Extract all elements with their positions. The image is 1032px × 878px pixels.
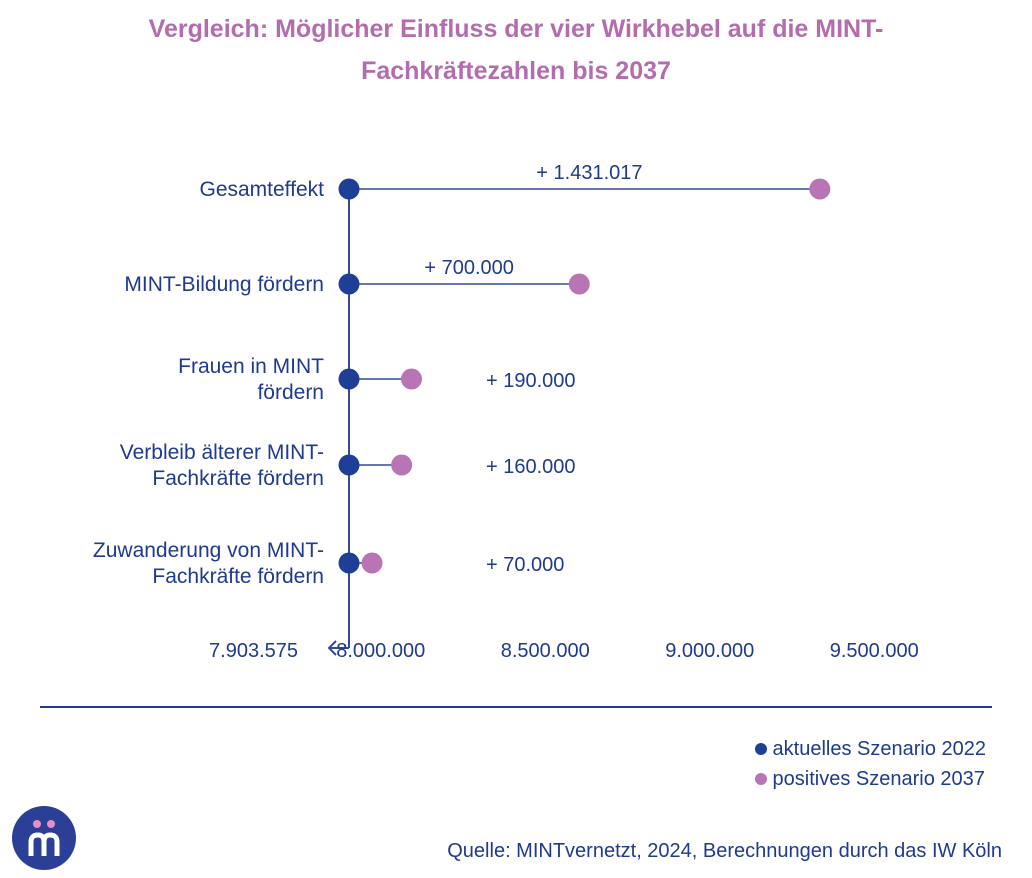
point-2022 [338,368,360,390]
point-2037 [361,552,383,574]
point-2022 [338,454,360,476]
legend-item-positiv: positives Szenario 2037 [754,764,986,794]
source-note: Quelle: MINTvernetzt, 2024, Berechnungen… [447,840,1002,862]
category-label: Verbleib älterer MINT- Fachkräfte fördern [120,441,324,490]
category-label: Gesamteffekt [199,178,324,201]
legend-label-positiv: positives Szenario 2037 [772,767,985,790]
category-label-line: Verbleib älterer MINT- [120,441,324,464]
category-label-line: fördern [257,381,324,404]
x-tick-label: 8.000.000 [336,640,425,662]
point-2022 [338,178,360,200]
category-label-line: Fachkräfte fördern [152,467,324,490]
baseline-arrow-head [327,640,337,656]
x-tick-label: 9.000.000 [665,640,754,662]
chart-title: Vergleich: Möglicher Einfluss der vier W… [60,8,972,92]
x-tick-label: 8.500.000 [501,640,590,662]
category-label: MINT-Bildung fördern [124,273,324,296]
point-2022 [338,552,360,574]
category-label-line: Gesamteffekt [199,178,324,201]
delta-label: + 190.000 [486,370,576,392]
delta-label: + 70.000 [486,554,564,576]
point-2037 [568,273,590,295]
baseline-tick-label: 7.903.575 [209,640,298,662]
legend: aktuelles Szenario 2022 positives Szenar… [754,734,986,794]
mintvernetzt-logo-icon [12,806,76,870]
category-label: Zuwanderung von MINT- Fachkräfte fördern [93,539,324,588]
legend-dot-positiv [754,773,767,785]
dumbbell-chart: 7.903.575 8.000.000 8.500.000 9.000.000 9.50… [93,162,919,662]
logo-dot-left [33,820,41,828]
logo-dot-right [47,820,55,828]
category-label-line: Zuwanderung von MINT- [93,539,324,562]
category-label-line: MINT-Bildung fördern [124,273,324,296]
category-label-line: Frauen in MINT [178,355,324,378]
x-tick-label: 9.500.000 [830,640,919,662]
legend-item-aktuell: aktuelles Szenario 2022 [754,734,986,764]
point-2037 [401,368,423,390]
chart-title-line-2: Fachkräftezahlen bis 2037 [361,57,671,85]
delta-label: + 1.431.017 [536,162,642,184]
legend-dot-aktuell [754,743,767,755]
chart-title-line-1: Vergleich: Möglicher Einfluss der vier W… [148,15,884,43]
category-label-line: Fachkräfte fördern [152,565,324,588]
point-2037 [391,454,413,476]
category-label: Frauen in MINT fördern [178,355,324,404]
point-2022 [338,273,360,295]
delta-label: + 160.000 [486,456,576,478]
legend-label-aktuell: aktuelles Szenario 2022 [772,737,986,760]
divider-line [40,706,992,708]
delta-label: + 700.000 [424,257,514,279]
logo-m-glyph [28,832,60,856]
point-2037 [809,178,831,200]
